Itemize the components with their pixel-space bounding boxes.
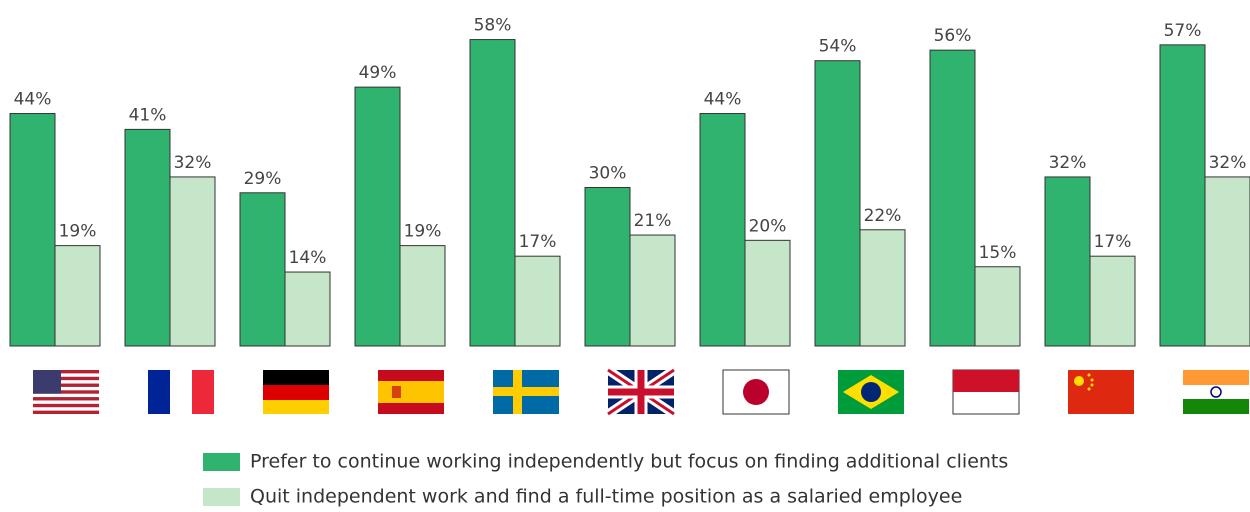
bar (54, 245, 101, 347)
bar (239, 192, 286, 347)
flag-part (1087, 373, 1091, 377)
value-label: 57% (1164, 21, 1202, 41)
flag (838, 370, 904, 414)
flag-part (33, 383, 99, 387)
flag-part (33, 410, 99, 414)
bar (744, 239, 791, 347)
flag-part (1090, 383, 1094, 387)
flag-part (1183, 399, 1249, 414)
flag-part (33, 397, 99, 401)
flag-part (33, 370, 61, 394)
bar (354, 86, 401, 347)
flag-part (861, 382, 881, 402)
legend-swatch (203, 453, 240, 471)
flag (378, 370, 444, 414)
value-label: 15% (979, 243, 1017, 263)
value-label: 29% (244, 169, 282, 189)
flag-part (1183, 370, 1249, 385)
flag (493, 370, 559, 414)
flag-part (1183, 385, 1249, 399)
flag-part (263, 400, 329, 414)
flag (952, 369, 1020, 415)
value-label: 17% (519, 232, 557, 252)
flag (263, 370, 329, 414)
flag-part (33, 403, 99, 408)
value-label: 41% (129, 105, 167, 125)
legend-label: Quit independent work and find a full-ti… (250, 486, 962, 508)
flag-part (743, 379, 769, 405)
legend-label: Prefer to continue working independently… (250, 451, 1008, 473)
value-label: 32% (174, 153, 212, 173)
flag (605, 366, 677, 418)
bar (124, 128, 171, 347)
bar (1089, 255, 1136, 347)
flag-part (1090, 378, 1094, 382)
value-label: 44% (14, 90, 52, 110)
flag-part (493, 387, 559, 396)
bar (284, 271, 331, 347)
flag-part (263, 385, 329, 400)
bar (1159, 44, 1206, 347)
flag-part (392, 386, 401, 398)
flag-part (33, 370, 99, 374)
value-label: 30% (589, 164, 627, 184)
bar (399, 245, 446, 347)
value-label: 49% (359, 63, 397, 83)
value-label: 54% (819, 37, 857, 57)
flag-part (263, 370, 329, 385)
value-label: 58% (474, 16, 512, 36)
value-label: 32% (1049, 153, 1087, 173)
bar (814, 60, 861, 347)
bar (699, 113, 746, 347)
flag-part (378, 381, 444, 403)
flag-part (608, 370, 674, 414)
value-label: 19% (404, 222, 442, 242)
flag-part (33, 376, 99, 381)
flag (148, 370, 214, 414)
value-label: 20% (749, 216, 787, 236)
flag-part (192, 370, 214, 414)
value-label: 22% (864, 206, 902, 226)
legend-swatch (203, 488, 240, 506)
value-label: 19% (59, 222, 97, 242)
flag-part (170, 370, 192, 414)
value-label: 14% (289, 248, 327, 268)
flag (1068, 370, 1134, 414)
bar (169, 176, 216, 347)
flag-part (33, 390, 99, 394)
bar (629, 234, 676, 347)
bar (584, 187, 631, 347)
bar (514, 255, 561, 347)
bar (469, 39, 516, 347)
bar (929, 49, 976, 347)
flag (722, 369, 790, 415)
value-label: 17% (1094, 232, 1132, 252)
bar (859, 229, 906, 347)
flag-part (1210, 386, 1222, 398)
value-label: 21% (634, 211, 672, 231)
value-label: 56% (934, 26, 972, 46)
flag (1183, 370, 1249, 414)
flag-part (1074, 376, 1084, 386)
bar (1204, 176, 1250, 347)
bar (9, 113, 56, 347)
flag-part (953, 370, 1019, 392)
value-label: 32% (1209, 153, 1247, 173)
bar (974, 266, 1021, 347)
flag (33, 370, 99, 414)
value-label: 44% (704, 90, 742, 110)
bar (1044, 176, 1091, 347)
flag-part (1087, 387, 1091, 391)
flag-part (148, 370, 170, 414)
